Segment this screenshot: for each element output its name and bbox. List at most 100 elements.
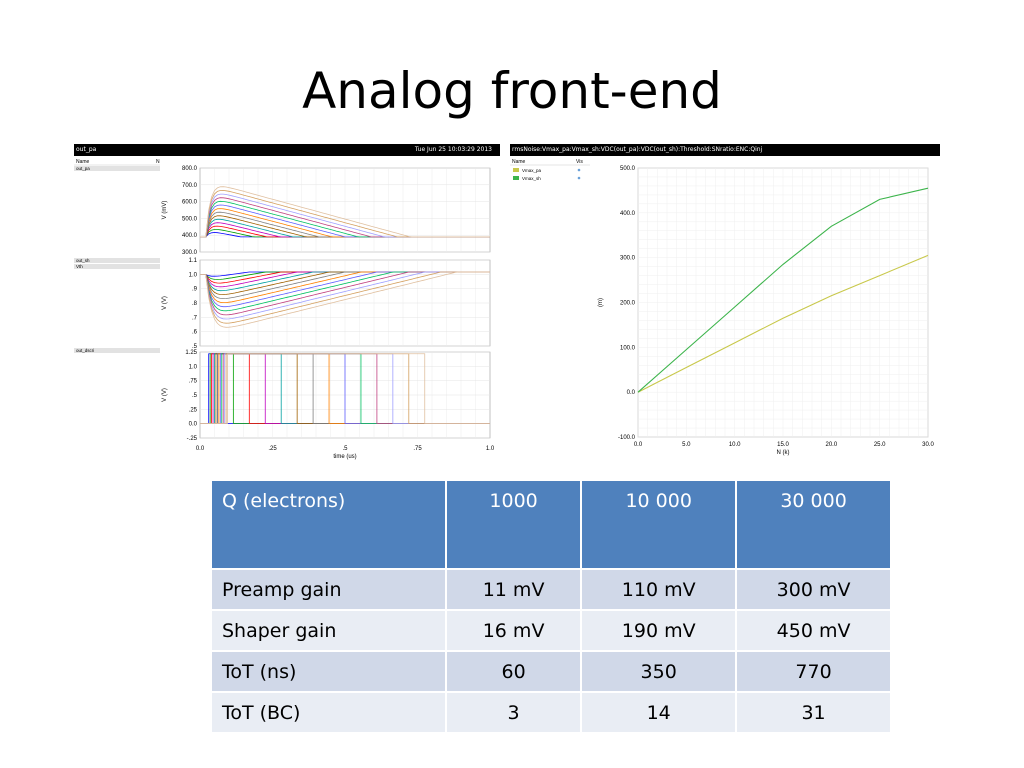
legend-swatch [513,176,519,180]
y-tick-label: 800.0 [182,166,198,172]
vis-column-header: Vis [576,159,583,165]
gain-plot: Name Vis Vmax_pa Vmax_sh 0.0 5.0 10.0 15.0 20.0 2… [510,159,934,456]
table-row: Preamp gain 11 mV 110 mV 300 mV [210,568,892,611]
y-tick-label: -100.0 [618,435,636,441]
legend-swatch [513,168,519,172]
row-label: ToT (ns) [210,650,447,693]
gain-titlebar: rmsNoise:Vmax_pa:Vmax_sh:VDC(out_pa):VDC… [510,144,940,156]
x-tick-label: 25.0 [874,442,886,448]
header-cell: 30 000 [735,479,892,570]
signal-row-bg [74,264,160,269]
y-tick-label: .25 [189,407,198,413]
signal-label: out_sh [76,258,90,263]
y-tick-label: 600.0 [182,200,198,206]
waveform-title: out_pa [76,146,97,153]
table-row: Shaper gain 16 mV 190 mV 450 mV [210,609,892,652]
y-tick-label: 200.0 [620,301,636,307]
x-tick-label: .5 [342,446,348,452]
slide-title: Analog front-end [302,62,722,120]
y-axis-label: V (V) [162,388,168,402]
x-tick-label: 5.0 [682,442,691,448]
table-cell: 16 mV [444,609,583,652]
visibility-eye-icon [577,168,581,172]
table-cell: 11 mV [444,568,583,611]
table-cell: 770 [735,650,892,693]
x-tick-label: 20.0 [825,442,837,448]
y-axis-label: (m) [598,298,604,307]
table-cell: 60 [444,650,583,693]
name-column-header: Name [512,159,526,165]
waveform-trace [200,271,490,324]
waveform-trace [200,353,490,424]
table-row: ToT (ns) 60 350 770 [210,650,892,693]
legend-label: Vmax_pa [522,168,542,173]
header-cell: Q (electrons) [210,479,447,570]
table-cell: 3 [444,691,583,734]
signal-label: Vth [76,264,83,269]
legend-label: Vmax_sh [522,176,541,181]
table-header-row: Q (electrons) 1000 10 000 30 000 [210,479,892,570]
table-cell: 110 mV [580,568,738,611]
series-line [637,187,929,393]
n-column-header: N [156,159,160,165]
y-tick-label: 100.0 [620,345,636,351]
y-tick-label: 1.1 [189,258,198,264]
y-tick-label: 0.0 [627,390,636,396]
y-tick-label: -.25 [187,436,198,442]
y-tick-label: 1.0 [189,364,198,370]
row-label: Preamp gain [210,568,447,611]
x-axis-label: time (us) [333,454,356,460]
table-row: ToT (BC) 3 14 31 [210,691,892,734]
results-table: Q (electrons) 1000 10 000 30 000 Preamp … [210,479,892,734]
y-tick-label: .5 [192,344,198,350]
table-cell: 350 [580,650,738,693]
signal-row-bg [74,258,160,263]
table-cell: 300 mV [735,568,892,611]
signal-label: out_dscri [76,348,94,353]
x-tick-label: 15.0 [777,442,789,448]
header-cell: 10 000 [580,479,738,570]
table-cell: 31 [735,691,892,734]
y-tick-label: .6 [192,330,198,336]
y-tick-label: .7 [192,315,198,321]
y-tick-label: 300.0 [620,256,636,262]
x-axis-label: N (k) [777,450,790,456]
x-tick-label: 0.0 [196,446,205,452]
y-tick-label: 700.0 [182,183,198,189]
table-cell: 190 mV [580,609,738,652]
y-tick-label: .75 [189,379,198,385]
signal-row-bg [74,166,160,171]
signal-row-bg [74,348,160,353]
x-tick-label: .25 [268,446,277,452]
row-label: ToT (BC) [210,691,447,734]
y-tick-label: .9 [192,287,198,293]
x-tick-label: 30.0 [922,442,934,448]
x-tick-label: 10.0 [729,442,741,448]
x-tick-label: 1.0 [486,446,495,452]
header-cell: 1000 [444,479,583,570]
y-axis-label: V (V) [162,296,168,310]
x-tick-label: 0.0 [634,442,643,448]
waveform-titlebar: out_pa Tue Jun 25 10:03:29 2013 [74,144,500,156]
y-tick-label: 500.0 [620,166,636,172]
row-label: Shaper gain [210,609,447,652]
waveform-trace [200,271,490,328]
y-tick-label: 400.0 [620,211,636,217]
x-tick-label: .75 [413,446,422,452]
y-tick-label: 300.0 [182,250,198,256]
y-tick-label: .8 [192,301,198,307]
y-tick-label: 0.0 [189,422,198,428]
waveform-trace [200,186,490,238]
waveform-date: Tue Jun 25 10:03:29 2013 [414,146,492,153]
table-cell: 14 [580,691,738,734]
visibility-eye-icon [577,176,581,180]
y-tick-label: .5 [192,393,198,399]
y-tick-label: 1.0 [189,272,198,278]
y-tick-label: 500.0 [182,216,198,222]
name-column-header: Name [76,159,90,165]
y-tick-label: 1.25 [185,350,197,356]
table-cell: 450 mV [735,609,892,652]
gain-curve-figure: rmsNoise:Vmax_pa:Vmax_sh:VDC(out_pa):VDC… [510,144,940,460]
